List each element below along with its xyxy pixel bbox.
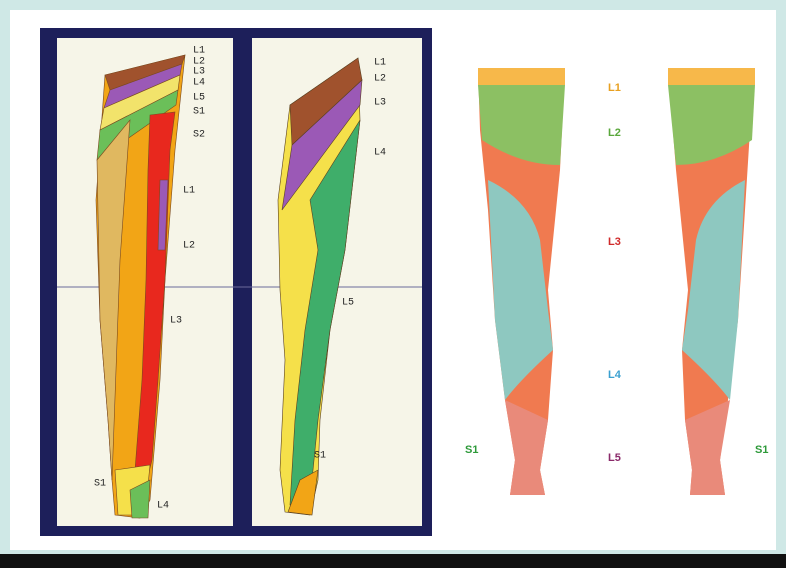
label: S1	[193, 107, 205, 118]
label: L3	[170, 316, 182, 327]
label: L3	[608, 236, 621, 248]
label: L3	[374, 98, 386, 109]
label: L1	[183, 186, 195, 197]
bottom-bar	[0, 554, 786, 568]
label: L2	[374, 74, 386, 85]
label: L4	[374, 148, 386, 159]
right-legs	[478, 68, 755, 495]
label: L1	[374, 58, 386, 69]
label: S1	[755, 444, 768, 456]
label: L4	[157, 501, 169, 512]
label: S2	[193, 130, 205, 141]
label: L5	[193, 93, 205, 104]
label: L2	[608, 127, 621, 139]
label: S1	[314, 451, 326, 462]
label: L5	[608, 452, 621, 464]
label: L1	[608, 82, 621, 94]
label: S1	[94, 479, 106, 490]
label: L3	[193, 67, 205, 78]
label: L1	[193, 46, 205, 57]
label: L5	[342, 298, 354, 309]
posterior-leg	[277, 57, 363, 516]
label: L2	[183, 241, 195, 252]
label: S1	[465, 444, 478, 456]
label: L4	[608, 369, 622, 381]
anterior-leg	[95, 54, 186, 519]
label: L2	[193, 57, 205, 68]
label: L4	[193, 78, 205, 89]
